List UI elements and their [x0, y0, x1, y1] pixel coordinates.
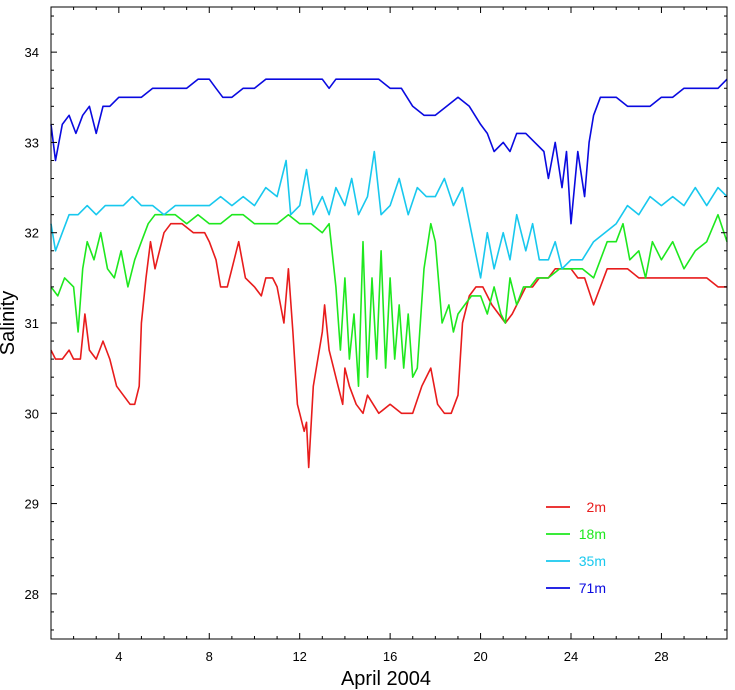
y-tick-label: 28: [25, 587, 39, 602]
x-tick-label: 8: [206, 649, 213, 664]
y-tick-label: 34: [25, 45, 39, 60]
x-tick-label: 24: [564, 649, 578, 664]
y-tick-label: 32: [25, 226, 39, 241]
x-tick-label: 4: [115, 649, 122, 664]
series-line-18m: [50, 213, 728, 387]
legend-label-35m: 35m: [579, 553, 606, 569]
x-tick-label: 20: [473, 649, 487, 664]
y-tick-label: 30: [25, 406, 39, 421]
legend-label-71m: 71m: [579, 580, 606, 596]
y-tick-label: 29: [25, 497, 39, 512]
legend-label-18m: 18m: [579, 526, 606, 542]
series-line-71m: [50, 78, 728, 225]
y-tick-label: 33: [25, 135, 39, 150]
x-axis-title: April 2004: [341, 668, 431, 690]
series-layer: [50, 78, 728, 469]
series-line-35m: [50, 150, 728, 279]
y-tick-label: 31: [25, 316, 39, 331]
legend: 2m 18m 35m 71m: [546, 499, 606, 596]
x-tick-label: 16: [383, 649, 397, 664]
x-tick-label: 12: [292, 649, 306, 664]
ticks-layer: 4 8 12 16 20 24 28 28 29 30 31 32 33 34: [25, 7, 727, 664]
y-axis-title: Salinity: [0, 291, 19, 355]
x-tick-label: 28: [654, 649, 668, 664]
legend-label-2m: 2m: [587, 499, 606, 515]
